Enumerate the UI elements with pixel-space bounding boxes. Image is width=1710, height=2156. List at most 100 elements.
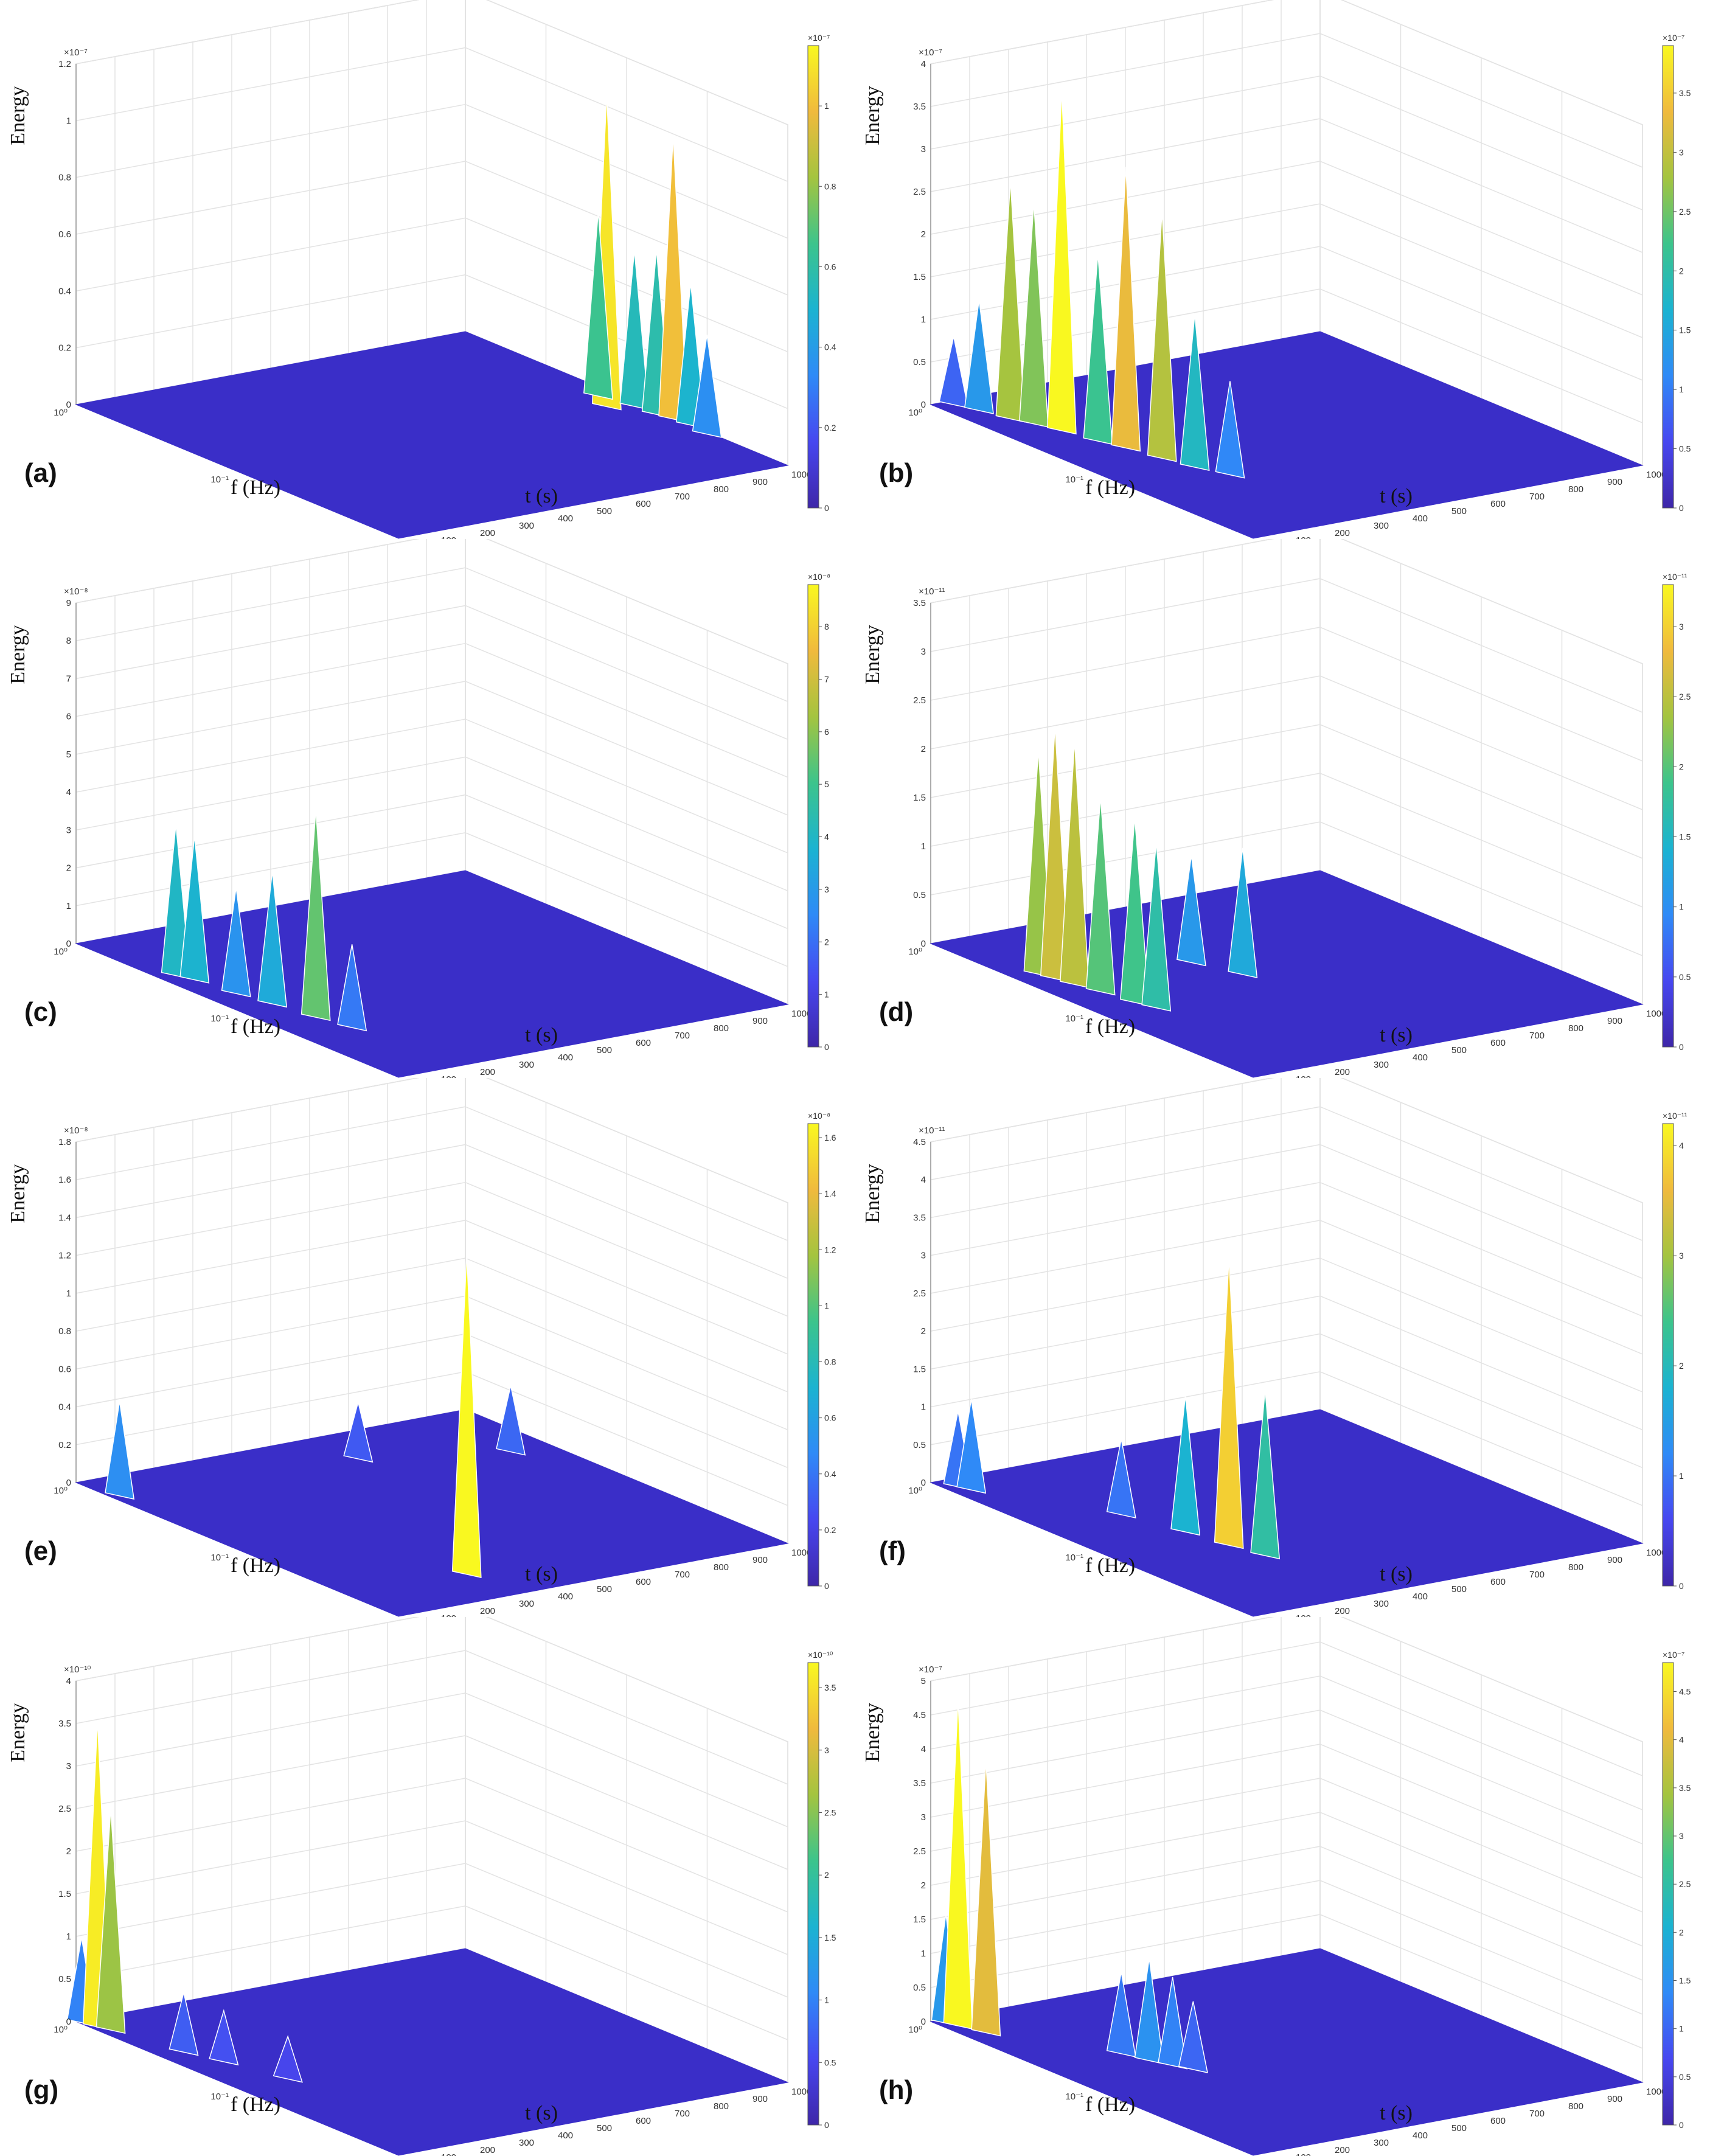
t-tick-label: 500	[597, 1045, 612, 1055]
t-tick-label: 1000	[1646, 1548, 1666, 1558]
t-tick-label: 100	[1296, 1613, 1311, 1617]
colorbar-tick-label: 2.5	[1679, 207, 1691, 217]
t-tick-label: 900	[1607, 1016, 1622, 1026]
z-tick-label: 2	[921, 744, 926, 754]
t-tick-label: 600	[1490, 499, 1506, 509]
colorbar-tick-label: 2.5	[1679, 1879, 1691, 1889]
z-gridline	[75, 1144, 788, 1279]
peaks	[66, 1720, 303, 2083]
t-tick-label: 700	[1529, 1570, 1545, 1580]
z-gridline	[75, 1220, 788, 1355]
t-tick-label: 800	[714, 1562, 729, 1573]
panel-a: 00.20.40.60.811.2×10⁻⁷10⁰10⁻¹10⁻²0100200…	[0, 0, 855, 539]
colorbar	[807, 584, 819, 1048]
colorbar-tick-label: 3	[824, 1745, 829, 1755]
peak	[1214, 1257, 1244, 1549]
z-gridline	[930, 1257, 1643, 1393]
z-tick-label: 1.4	[58, 1212, 71, 1223]
peak	[583, 211, 613, 400]
f-tick-label: 10⁻¹	[210, 475, 229, 485]
colorbar	[1662, 1662, 1674, 2126]
t-tick-label: 300	[1374, 2138, 1389, 2148]
t-axis-label: t (s)	[1380, 485, 1413, 507]
f-tick-label: 10⁻¹	[210, 2092, 229, 2102]
peaks	[939, 90, 1245, 479]
peak	[337, 944, 367, 1032]
colorbar	[807, 45, 819, 509]
peaks	[943, 1257, 1281, 1560]
peak	[179, 836, 210, 984]
t-tick-label: 400	[1413, 2130, 1428, 2141]
peak	[1085, 797, 1116, 996]
f-axis-label: f (Hz)	[231, 1554, 280, 1577]
t-tick-label: 700	[1529, 1031, 1545, 1041]
peak	[257, 871, 288, 1008]
z-tick-label: 9	[66, 598, 71, 608]
t-tick-label: 300	[519, 2138, 534, 2148]
z-tick-label: 1	[921, 315, 926, 325]
z-exponent: ×10⁻¹⁰	[64, 1664, 91, 1675]
t-tick-label: 1000	[791, 1009, 812, 1019]
z-axis-label: Energy	[861, 625, 884, 684]
colorbar-tick-label: 3	[824, 885, 829, 894]
f-tick-label: 10⁰	[908, 947, 922, 957]
colorbar-tick-label: 4	[1679, 1141, 1684, 1150]
t-tick-label: 600	[1490, 1038, 1506, 1048]
t-tick-label: 800	[714, 484, 729, 495]
peaks	[931, 1699, 1208, 2073]
z-tick-label: 1.5	[913, 272, 926, 282]
t-tick-label: 600	[1490, 2116, 1506, 2126]
f-tick-label: 10⁻¹	[1065, 1553, 1083, 1563]
surface-plot: 00.511.522.533.54×10⁻¹⁰10⁰10⁻¹10⁻²010020…	[7, 1617, 836, 2156]
z-tick-label: 3.5	[913, 1212, 926, 1223]
colorbar-tick-label: 1	[824, 1301, 829, 1310]
colorbar-tick-label: 2	[1679, 762, 1684, 771]
z-tick-label: 2	[921, 229, 926, 240]
peak	[273, 2035, 303, 2083]
peak	[692, 335, 722, 438]
f-tick-label: 10⁻¹	[210, 1014, 229, 1024]
peak	[96, 1808, 126, 2034]
colorbar-exponent: ×10⁻¹¹	[1663, 1111, 1687, 1121]
colorbar-tick-label: 1	[1679, 902, 1684, 912]
peak	[1215, 381, 1245, 479]
t-tick-label: 900	[1607, 477, 1622, 487]
z-gridline	[75, 567, 788, 702]
colorbar-tick-label: 0	[824, 1042, 829, 1052]
t-tick-label: 900	[752, 477, 768, 487]
z-gridline	[75, 1181, 788, 1317]
t-tick-label: 300	[1374, 1060, 1389, 1070]
axes-box	[930, 539, 1643, 1006]
z-tick-label: 7	[66, 673, 71, 684]
colorbar-tick-label: 3	[1679, 1251, 1684, 1261]
z-tick-label: 0.2	[58, 1440, 71, 1450]
panel-b: 00.511.522.533.54×10⁻⁷10⁰10⁻¹10⁻²0100200…	[855, 0, 1709, 539]
peak	[301, 809, 331, 1021]
t-tick-label: 600	[636, 1577, 651, 1587]
colorbar-tick-label: 0	[824, 503, 829, 513]
z-tick-label: 0.4	[58, 1402, 71, 1413]
colorbar-tick-label: 0.5	[824, 2057, 836, 2067]
z-tick-label: 0.8	[58, 1326, 71, 1337]
z-gridline	[75, 681, 788, 816]
z-tick-label: 0.5	[913, 890, 926, 900]
colorbar-tick-label: 3.5	[1679, 88, 1691, 98]
z-tick-label: 1.2	[58, 59, 71, 69]
z-tick-label: 1.8	[58, 1137, 71, 1147]
f-tick-label: 10⁰	[54, 408, 68, 418]
colorbar-tick-label: 4	[824, 832, 829, 842]
colorbar-tick-label: 0.8	[824, 181, 836, 191]
z-gridline	[930, 75, 1643, 210]
z-gridline	[75, 605, 788, 740]
colorbar-tick-label: 0.2	[824, 1525, 836, 1535]
colorbar-exponent: ×10⁻⁷	[1663, 1650, 1684, 1660]
t-tick-label: 800	[714, 1023, 729, 1034]
z-tick-label: 2.5	[913, 187, 926, 197]
z-exponent: ×10⁻⁸	[64, 1125, 88, 1136]
t-tick-label: 200	[480, 2145, 495, 2155]
t-axis-label: t (s)	[525, 1563, 558, 1585]
surface-floor	[75, 1948, 789, 2156]
t-tick-label: 400	[558, 1052, 573, 1063]
z-tick-label: 4	[921, 1744, 926, 1754]
panel-label: (e)	[24, 1536, 57, 1566]
